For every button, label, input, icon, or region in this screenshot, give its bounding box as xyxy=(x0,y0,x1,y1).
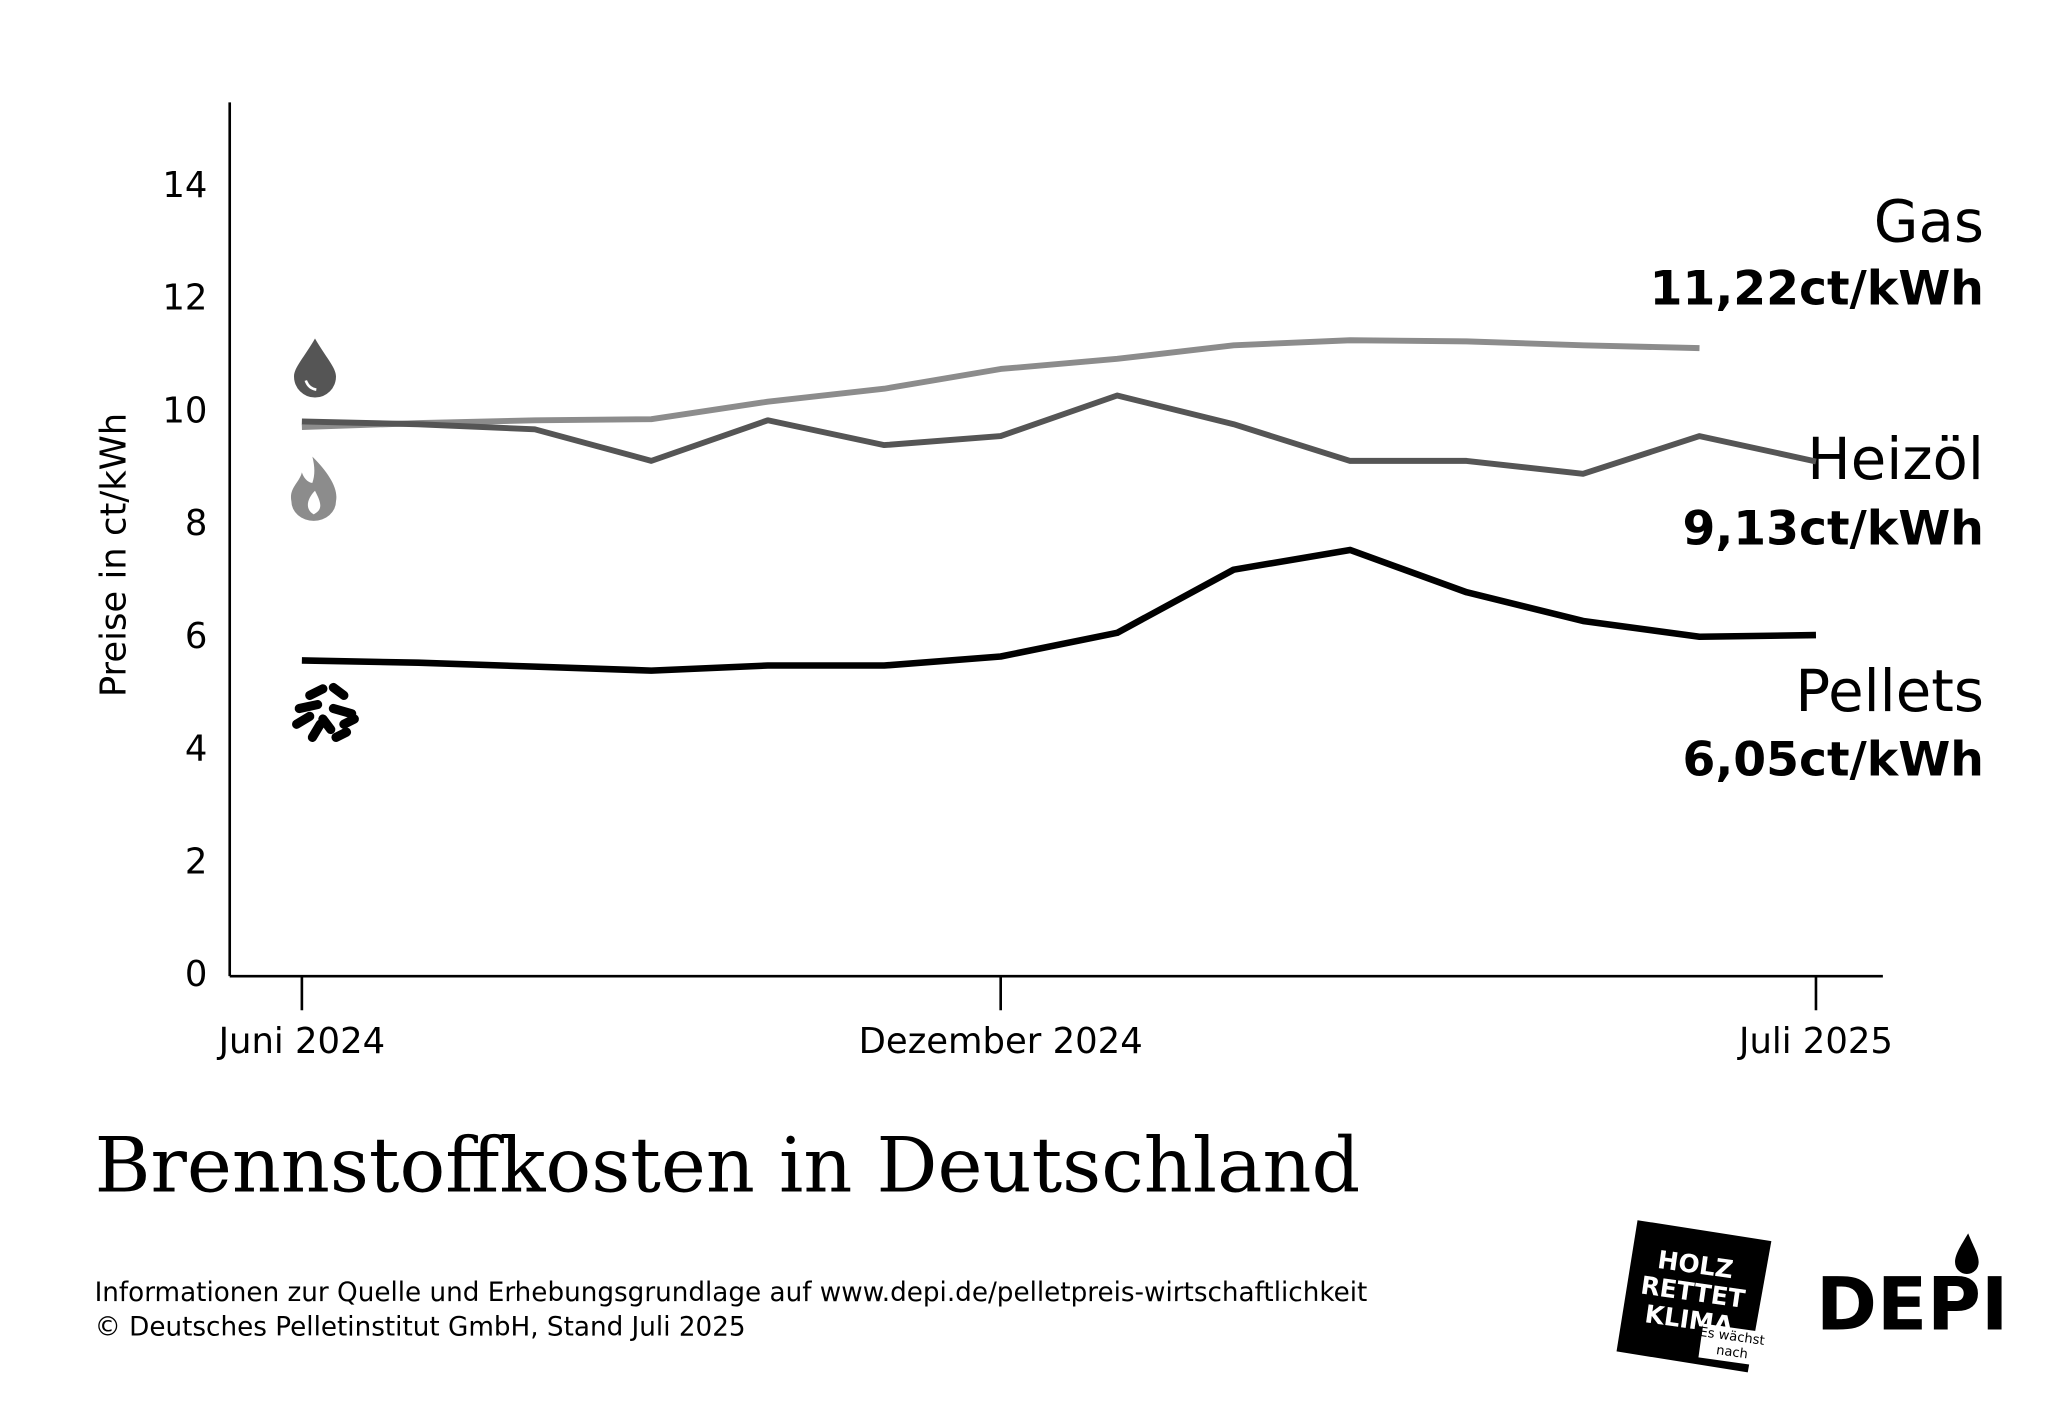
gas-icon-inner xyxy=(307,490,321,515)
gas-icon xyxy=(290,456,337,521)
x-tick-label: Dezember 2024 xyxy=(859,1021,1143,1062)
footer: Informationen zur Quelle und Erhebungsgr… xyxy=(95,1278,1368,1308)
logo-tag xyxy=(1698,1323,1766,1367)
y-tick-label: 6 xyxy=(185,616,208,657)
chart-title: Brennstoffkosten in Deutschland xyxy=(95,1121,1361,1210)
value-annotation: 11,22ct/kWh xyxy=(1650,261,1984,316)
pellet xyxy=(328,682,349,700)
oil-icon xyxy=(294,338,336,398)
series-label: Heizöl xyxy=(1807,425,1984,493)
holz-logo: HOLZ RETTET KLIMA Es wächst nach xyxy=(1616,1220,1772,1373)
logo-text: nach xyxy=(1715,1343,1749,1362)
pellet xyxy=(328,703,357,719)
pellet xyxy=(294,699,323,714)
y-tick-label: 4 xyxy=(185,729,208,770)
y-tick-label: 10 xyxy=(162,390,207,431)
series-label: Gas xyxy=(1874,187,1984,255)
series-line xyxy=(301,337,1700,431)
logo-drop xyxy=(1955,1233,1979,1274)
footer: © Deutsches Pelletinstitut GmbH, Stand J… xyxy=(95,1312,746,1342)
y-tick-label: 12 xyxy=(162,278,207,319)
x-tick-label: Juni 2024 xyxy=(217,1021,386,1062)
value-annotation: 9,13ct/kWh xyxy=(1682,501,1983,556)
y-tick-label: 0 xyxy=(185,954,208,995)
series-label: Pellets xyxy=(1795,657,1984,725)
series-line xyxy=(301,392,1817,477)
series-line xyxy=(301,546,1817,674)
pellet xyxy=(331,727,352,742)
pellet xyxy=(305,684,328,700)
y-tick-label: 14 xyxy=(162,165,207,206)
pellets-icon xyxy=(292,682,359,742)
depi-logo: DEPI xyxy=(1816,1233,2008,1347)
logo-text: DEPI xyxy=(1816,1262,2008,1347)
pellet xyxy=(292,711,315,729)
y-tick-label: 2 xyxy=(185,841,208,882)
pellet xyxy=(307,719,325,742)
oil-icon-shine xyxy=(304,380,317,391)
y-axis-label: Preise in ct/kWh xyxy=(94,413,135,697)
pellet xyxy=(339,714,359,729)
y-tick-label: 8 xyxy=(185,503,208,544)
value-annotation: 6,05ct/kWh xyxy=(1682,732,1983,787)
x-tick-label: Juli 2025 xyxy=(1737,1021,1893,1062)
pellet xyxy=(318,714,336,735)
